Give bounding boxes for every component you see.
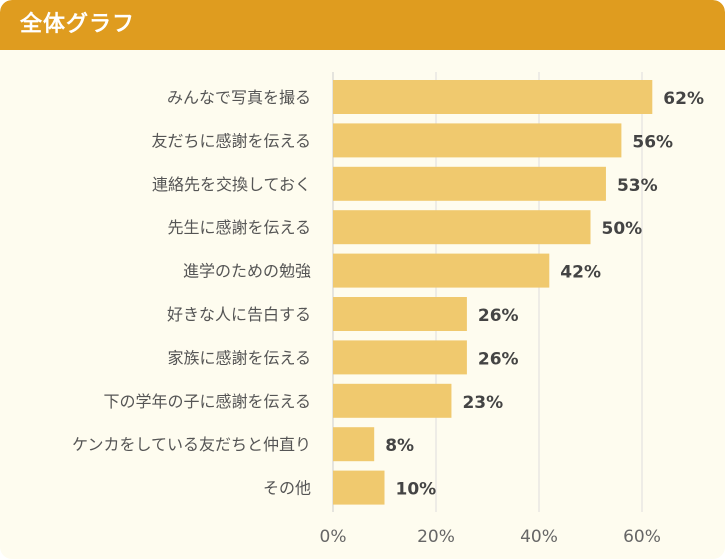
category-label: みんなで写真を撮る (167, 88, 311, 107)
value-label: 42% (560, 263, 601, 283)
category-label: 友だちに感謝を伝える (151, 131, 311, 150)
category-label: その他 (263, 479, 311, 498)
bar (333, 166, 606, 201)
category-label: 進学のための勉強 (183, 262, 311, 281)
bar (333, 253, 550, 288)
category-label: 連絡先を交換しておく (152, 175, 311, 194)
x-tick-label: 60% (623, 527, 661, 547)
bar (333, 340, 467, 375)
bar (333, 427, 375, 462)
value-label: 56% (632, 132, 673, 152)
value-label: 50% (602, 219, 643, 239)
value-label: 53% (617, 176, 658, 196)
value-label: 26% (478, 349, 519, 369)
chart-header: 全体グラフ (0, 0, 725, 50)
bar (333, 297, 467, 331)
value-label: 26% (478, 306, 519, 326)
bar (333, 80, 653, 114)
x-tick-label: 20% (417, 527, 455, 547)
chart-title: 全体グラフ (20, 12, 136, 37)
category-label: 好きな人に告白する (167, 305, 311, 324)
value-label: 23% (462, 393, 503, 413)
x-tick-label: 40% (520, 527, 558, 547)
value-label: 10% (396, 480, 437, 500)
bar (333, 123, 622, 158)
bar (333, 470, 385, 505)
value-label: 62% (663, 89, 704, 109)
x-tick-label: 0% (320, 527, 347, 547)
category-label: 家族に感謝を伝える (167, 348, 311, 367)
bar (333, 210, 591, 245)
category-label: 下の学年の子に感謝を伝える (103, 392, 311, 411)
category-label: ケンカをしている友だちと仲直り (72, 435, 311, 454)
value-label: 8% (385, 436, 414, 456)
category-label: 先生に感謝を伝える (167, 218, 311, 237)
bar (333, 383, 452, 418)
